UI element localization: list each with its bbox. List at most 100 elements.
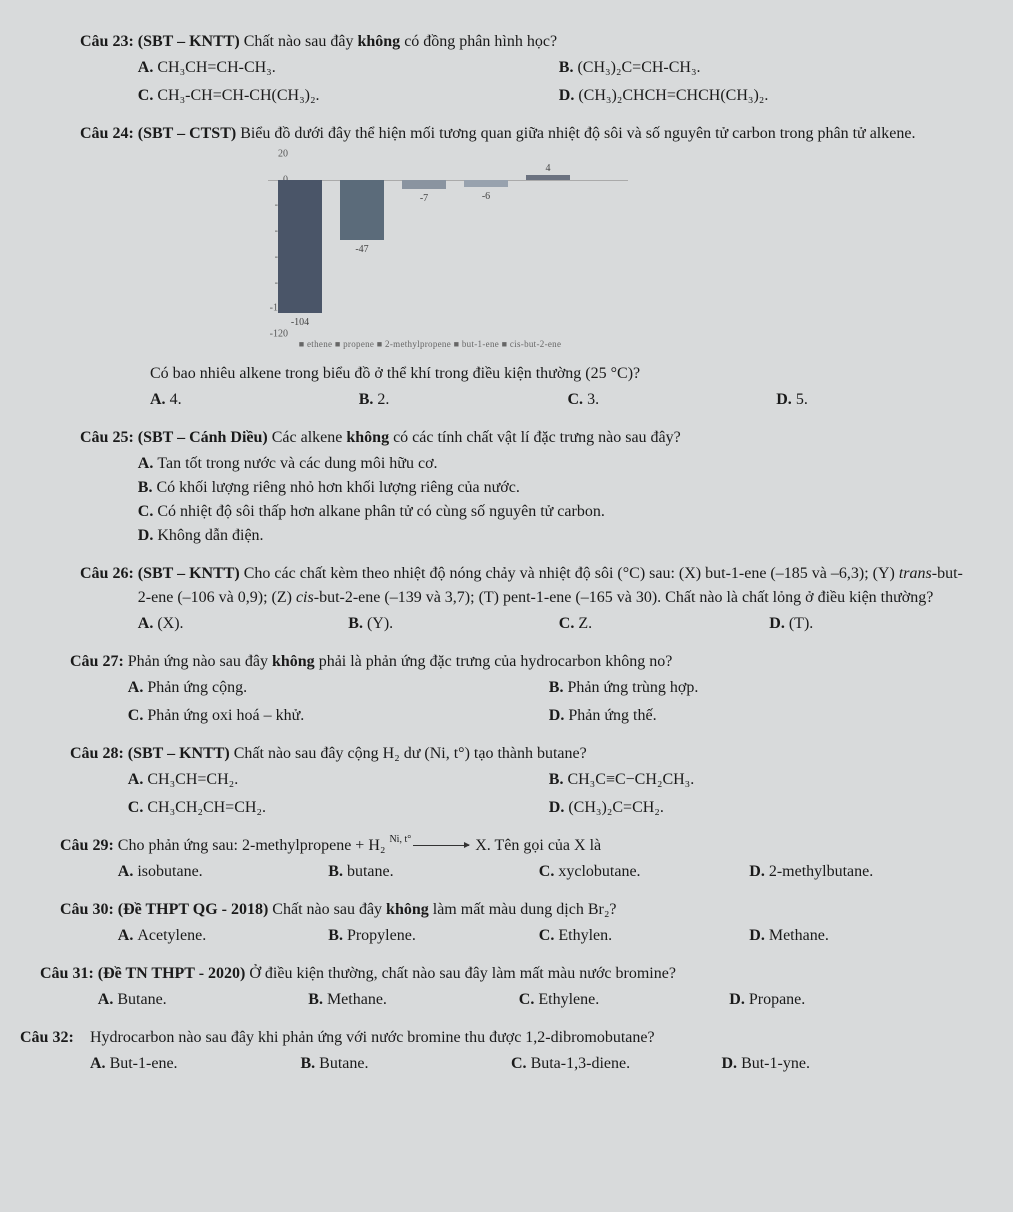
- q31-options: A. Butane. B. Methane. C. Ethylene. D. P…: [98, 988, 928, 1012]
- q25-text2: có các tính chất vật lí đặc trưng nào sa…: [389, 429, 681, 446]
- question-32: Câu 32: Hydrocarbon nào sau đây khi phản…: [20, 1026, 973, 1076]
- q23-opt-c: C. CH₃-CH=CH-CH(CH₃)₂.: [138, 84, 547, 108]
- q27-label: Câu 27:: [20, 650, 124, 674]
- chart-bar-label: -7: [402, 191, 446, 206]
- chart-bar: [340, 180, 384, 240]
- q27-opt-a: A. Phản ứng cộng.: [128, 676, 537, 700]
- q26-opt-b: B. (Y).: [348, 612, 547, 636]
- question-31: Câu 31: (Đề TN THPT - 2020) Ở điều kiện …: [20, 962, 973, 1012]
- q24-chart: 200-20-40-60-80-100-120-104-47-7-64 ■ et…: [240, 154, 620, 352]
- q24-followup: Có bao nhiêu alkene trong biểu đồ ở thể …: [150, 362, 973, 386]
- q28-label: Câu 28:: [20, 742, 124, 766]
- q24-opt-d: D. 5.: [776, 388, 973, 412]
- q30-opt-c: C. Ethylen.: [539, 924, 738, 948]
- question-27: Câu 27: Phản ứng nào sau đây không phải …: [20, 650, 973, 728]
- chart-bar-label: -104: [278, 315, 322, 330]
- q32-text: Hydrocarbon nào sau đây khi phản ứng với…: [90, 1029, 655, 1046]
- q30-src: (Đề THPT QG - 2018): [118, 901, 269, 918]
- question-24: Câu 24: (SBT – CTST) Biểu đồ dưới đây th…: [20, 122, 973, 412]
- q24-options: A. 4. B. 2. C. 3. D. 5.: [150, 388, 973, 412]
- q31-src: (Đề TN THPT - 2020): [98, 965, 246, 982]
- q29-label: Câu 29:: [20, 834, 114, 858]
- q32-opt-a: A. But-1-ene.: [90, 1052, 289, 1076]
- question-26: Câu 26: (SBT – KNTT) Cho các chất kèm th…: [20, 562, 973, 636]
- reaction-arrow-icon: [413, 845, 469, 846]
- q28-opt-b: B. CH₃C≡C−CH₂CH₃.: [549, 768, 958, 792]
- q30-body: (Đề THPT QG - 2018) Chất nào sau đây khô…: [118, 898, 948, 948]
- q29-text2: X. Tên gọi của X là: [471, 837, 601, 854]
- q31-body: (Đề TN THPT - 2020) Ở điều kiện thường, …: [98, 962, 928, 1012]
- q26-label: Câu 26:: [20, 562, 134, 586]
- q28-src: (SBT – KNTT): [128, 745, 230, 762]
- chart-bar: [464, 180, 508, 188]
- q26-text: Cho các chất kèm theo nhiệt độ nóng chảy…: [240, 565, 899, 582]
- q31-opt-a: A. Butane.: [98, 988, 297, 1012]
- q28-text: Chất nào sau đây cộng H₂ dư (Ni, t°) tạo…: [230, 745, 587, 762]
- q27-opt-b: B. Phản ứng trùng hợp.: [549, 676, 958, 700]
- question-23: Câu 23: (SBT – KNTT) Chất nào sau đây kh…: [20, 30, 973, 108]
- q30-text2: làm mất màu dung dịch Br₂?: [429, 901, 617, 918]
- q25-opt-b: B. Có khối lượng riêng nhỏ hơn khối lượn…: [138, 476, 968, 500]
- q27-text: Phản ứng nào sau đây: [128, 653, 272, 670]
- q25-opt-c: C. Có nhiệt độ sôi thấp hơn alkane phân …: [138, 500, 968, 524]
- q32-options: A. But-1-ene. B. Butane. C. Buta-1,3-die…: [90, 1052, 920, 1076]
- q29-opt-d: D. 2-methylbutane.: [749, 860, 948, 884]
- q26-opt-a: A. (X).: [138, 612, 337, 636]
- q28-opt-d: D. (CH₃)₂C=CH₂.: [549, 796, 958, 820]
- q28-options: A. CH₃CH=CH₂. B. CH₃C≡C−CH₂CH₃. C. CH₃CH…: [128, 768, 958, 820]
- q23-opt-b: B. (CH₃)₂C=CH-CH₃.: [559, 56, 968, 80]
- q30-bold: không: [386, 901, 429, 918]
- chart-bar-label: -47: [340, 242, 384, 257]
- q24-body: (SBT – CTST) Biểu đồ dưới đây thể hiện m…: [138, 122, 968, 146]
- q32-opt-b: B. Butane.: [301, 1052, 500, 1076]
- q29-opt-b: B. butane.: [328, 860, 527, 884]
- q27-options: A. Phản ứng cộng. B. Phản ứng trùng hợp.…: [128, 676, 958, 728]
- q30-text: Chất nào sau đây: [268, 901, 386, 918]
- q27-opt-c: C. Phản ứng oxi hoá – khử.: [128, 704, 537, 728]
- q27-opt-d: D. Phản ứng thế.: [549, 704, 958, 728]
- q27-text2: phải là phản ứng đặc trưng của hydrocarb…: [315, 653, 673, 670]
- q27-body: Phản ứng nào sau đây không phải là phản …: [128, 650, 958, 728]
- q23-opt-d: D. (CH₃)₂CHCH=CHCH(CH₃)₂.: [559, 84, 968, 108]
- q23-src: (SBT – KNTT): [138, 33, 240, 50]
- q26-opt-c: C. Z.: [559, 612, 758, 636]
- q31-label: Câu 31:: [20, 962, 94, 986]
- q23-label: Câu 23:: [20, 30, 134, 54]
- q25-body: (SBT – Cánh Diều) Các alkene không có cá…: [138, 426, 968, 548]
- chart-ytick: 20: [278, 147, 288, 162]
- q28-body: (SBT – KNTT) Chất nào sau đây cộng H₂ dư…: [128, 742, 958, 820]
- q29-body: Cho phản ứng sau: 2-methylpropene + H₂ N…: [118, 834, 948, 884]
- q23-options: A. CH₃CH=CH-CH₃. B. (CH₃)₂C=CH-CH₃. C. C…: [138, 56, 968, 108]
- q32-body: Hydrocarbon nào sau đây khi phản ứng với…: [90, 1026, 920, 1076]
- q31-text: Ở điều kiện thường, chất nào sau đây làm…: [245, 965, 676, 982]
- q30-opt-b: B. Propylene.: [328, 924, 527, 948]
- q24-opt-c: C. 3.: [568, 388, 765, 412]
- chart-legend: ■ ethene ■ propene ■ 2-methylpropene ■ b…: [240, 338, 620, 352]
- q30-options: A. Acetylene. B. Propylene. C. Ethylen. …: [118, 924, 948, 948]
- chart-bar-label: -6: [464, 189, 508, 204]
- q24-opt-a: A. 4.: [150, 388, 347, 412]
- q30-opt-d: D. Methane.: [749, 924, 948, 948]
- question-28: Câu 28: (SBT – KNTT) Chất nào sau đây cộ…: [20, 742, 973, 820]
- question-30: Câu 30: (Đề THPT QG - 2018) Chất nào sau…: [20, 898, 973, 948]
- q23-opt-a: A. CH₃CH=CH-CH₃.: [138, 56, 547, 80]
- q26-opt-d: D. (T).: [769, 612, 968, 636]
- q23-bold: không: [357, 33, 400, 50]
- q25-opt-a: A. Tan tốt trong nước và các dung môi hữ…: [138, 452, 968, 476]
- chart-bar: [402, 180, 446, 189]
- q32-label: Câu 32:: [20, 1026, 86, 1050]
- q23-text2: có đồng phân hình học?: [400, 33, 557, 50]
- q26-options: A. (X). B. (Y). C. Z. D. (T).: [138, 612, 968, 636]
- q32-opt-d: D. But-1-yne.: [722, 1052, 921, 1076]
- q31-opt-c: C. Ethylene.: [519, 988, 718, 1012]
- q24-label: Câu 24:: [20, 122, 134, 146]
- q31-opt-d: D. Propane.: [729, 988, 928, 1012]
- q25-bold: không: [346, 429, 389, 446]
- q24-src: (SBT – CTST): [138, 125, 236, 142]
- q29-opt-c: C. xyclobutane.: [539, 860, 738, 884]
- q28-opt-c: C. CH₃CH₂CH=CH₂.: [128, 796, 537, 820]
- q27-bold: không: [272, 653, 315, 670]
- chart-bar-label: 4: [526, 161, 570, 176]
- q23-text: Chất nào sau đây: [240, 33, 358, 50]
- q24-opt-b: B. 2.: [359, 388, 556, 412]
